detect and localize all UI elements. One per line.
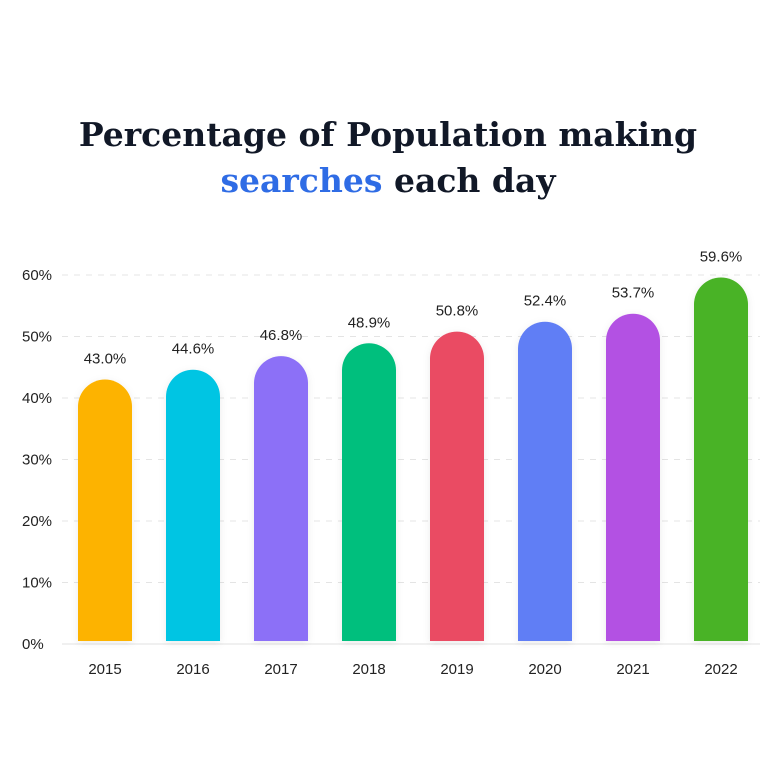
- bar-2018: [342, 343, 396, 641]
- x-tick-label: 2017: [264, 661, 297, 678]
- bar-2020: [518, 321, 572, 641]
- bar-2021: [606, 313, 660, 641]
- value-label: 48.9%: [348, 314, 391, 331]
- value-label: 46.8%: [260, 327, 303, 344]
- value-label: 52.4%: [524, 293, 567, 310]
- x-tick-label: 2018: [352, 661, 385, 678]
- bar-2015: [78, 379, 132, 641]
- y-tick-label: 60%: [22, 267, 52, 284]
- value-label: 59.6%: [700, 248, 743, 265]
- y-tick-label: 30%: [22, 452, 52, 469]
- chart-title: Percentage of Population making searches…: [0, 112, 776, 204]
- title-line-1: Percentage of Population making: [78, 115, 698, 154]
- y-tick-label: 40%: [22, 390, 52, 407]
- bar-2017: [254, 356, 308, 641]
- x-tick-label: 2019: [440, 661, 473, 678]
- title-line-2: searches each day: [0, 158, 776, 204]
- value-label: 50.8%: [436, 303, 479, 320]
- y-tick-label: 10%: [22, 575, 52, 592]
- bar-2022: [694, 277, 748, 641]
- x-tick-label: 2016: [176, 661, 209, 678]
- value-label: 44.6%: [172, 341, 215, 358]
- x-tick-label: 2021: [616, 661, 649, 678]
- x-tick-label: 2015: [88, 661, 121, 678]
- title-rest: each day: [382, 161, 556, 200]
- bar-2016: [166, 369, 220, 641]
- x-tick-label: 2022: [704, 661, 737, 678]
- x-tick-label: 2020: [528, 661, 561, 678]
- title-highlight: searches: [220, 161, 383, 200]
- bar-2019: [430, 331, 484, 641]
- value-label: 43.0%: [84, 351, 127, 368]
- y-tick-label: 0%: [22, 636, 44, 653]
- y-tick-label: 50%: [22, 329, 52, 346]
- value-label: 53.7%: [612, 285, 655, 302]
- y-tick-label: 20%: [22, 513, 52, 530]
